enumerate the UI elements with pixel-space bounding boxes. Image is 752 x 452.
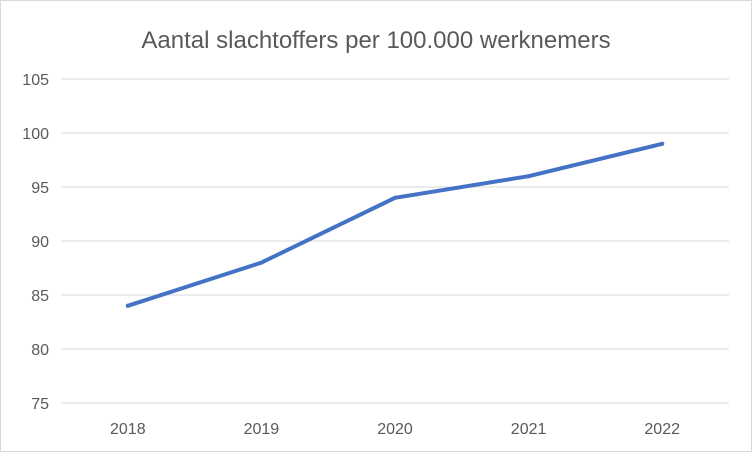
- x-tick-label: 2019: [244, 421, 280, 438]
- series-layer: [125, 141, 665, 308]
- data-point: [660, 141, 665, 146]
- y-tick-label: 80: [31, 342, 49, 359]
- series-line: [125, 141, 665, 308]
- x-tick-label: 2018: [110, 421, 146, 438]
- data-point: [393, 195, 397, 200]
- data-point: [526, 174, 531, 179]
- x-axis-ticks: 2018 2019 2020 2021 2022: [110, 421, 680, 438]
- data-point: [125, 303, 130, 308]
- data-point: [259, 260, 264, 265]
- y-tick-label: 105: [22, 72, 49, 89]
- chart-title: Aantal slachtoffers per 100.000 werkneme…: [141, 27, 610, 54]
- y-tick-label: 90: [31, 234, 49, 251]
- gridlines: [61, 78, 729, 404]
- x-tick-label: 2020: [377, 421, 413, 438]
- y-tick-label: 75: [31, 396, 49, 413]
- x-tick-label: 2022: [644, 421, 680, 438]
- y-axis-ticks: 75 80 85 90 95 100 105: [22, 72, 49, 413]
- y-tick-label: 85: [31, 288, 49, 305]
- y-tick-label: 100: [22, 126, 49, 143]
- x-tick-label: 2021: [511, 421, 547, 438]
- y-tick-label: 95: [31, 180, 49, 197]
